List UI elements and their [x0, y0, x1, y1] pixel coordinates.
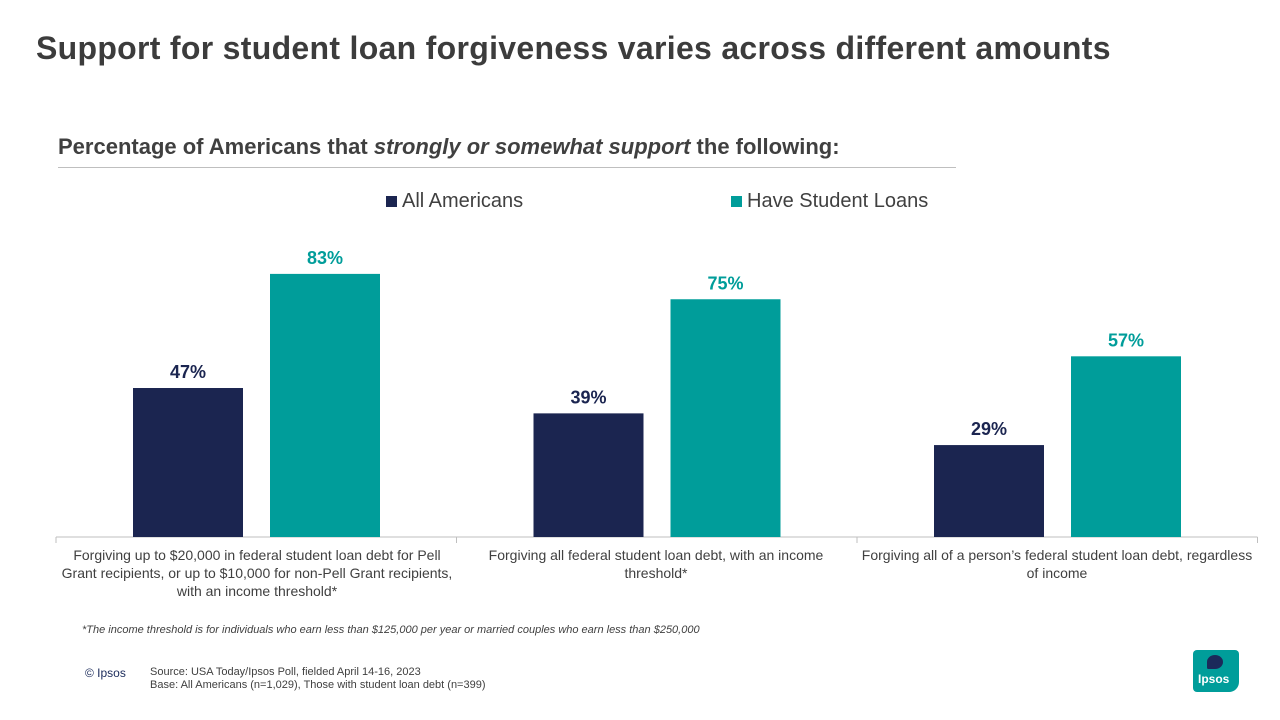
bar-all-americans-2 — [533, 413, 644, 537]
category-label-regardless-income: Forgiving all of a person’s federal stud… — [861, 547, 1253, 581]
footnote: *The income threshold is for individuals… — [82, 624, 700, 636]
data-label-all-americans-2: 39% — [570, 387, 606, 407]
data-label-have-student-loans-1: 83% — [307, 248, 343, 268]
data-label-all-americans-3: 29% — [971, 419, 1007, 439]
data-label-all-americans-1: 47% — [170, 362, 206, 382]
copyright: © Ipsos — [85, 666, 126, 680]
source-line: Source: USA Today/Ipsos Poll, fielded Ap… — [150, 666, 421, 678]
bar-have-student-loans-2 — [670, 299, 781, 537]
data-label-have-student-loans-2: 75% — [707, 273, 743, 293]
source-note: Source: USA Today/Ipsos Poll, fielded Ap… — [150, 666, 486, 692]
slide-title: Support for student loan forgiveness var… — [36, 30, 1111, 66]
legend-item-have-student-loans: Have Student Loans — [731, 190, 928, 213]
bar-have-student-loans-3 — [1071, 356, 1181, 537]
legend-label-all-americans: All Americans — [402, 190, 524, 212]
bar-have-student-loans-1 — [270, 273, 380, 537]
legend-item-all-americans: All Americans — [386, 190, 523, 213]
subtitle-emphasis: strongly or somewhat support — [373, 134, 691, 159]
subtitle-suffix: the following: — [690, 134, 840, 159]
bar-all-americans-3 — [934, 445, 1044, 537]
subtitle-prefix: Percentage of Americans that — [58, 134, 374, 159]
legend-swatch-have-student-loans — [731, 196, 742, 207]
base-line: Base: All Americans (n=1,029), Those wit… — [150, 679, 486, 691]
data-label-have-student-loans-3: 57% — [1108, 330, 1144, 350]
category-label-pell-grant: Forgiving up to $20,000 in federal stude… — [61, 547, 453, 599]
logo-mark-icon — [1207, 655, 1223, 669]
bar-all-americans-1 — [133, 388, 243, 537]
chart-subtitle: Percentage of Americans that strongly or… — [58, 134, 956, 168]
logo-text: Ipsos — [1198, 672, 1230, 686]
ipsos-logo: Ipsos — [1193, 650, 1239, 692]
category-label-income-threshold: Forgiving all federal student loan debt,… — [488, 547, 824, 581]
legend-label-have-student-loans: Have Student Loans — [747, 190, 929, 212]
legend-swatch-all-americans — [386, 196, 397, 207]
